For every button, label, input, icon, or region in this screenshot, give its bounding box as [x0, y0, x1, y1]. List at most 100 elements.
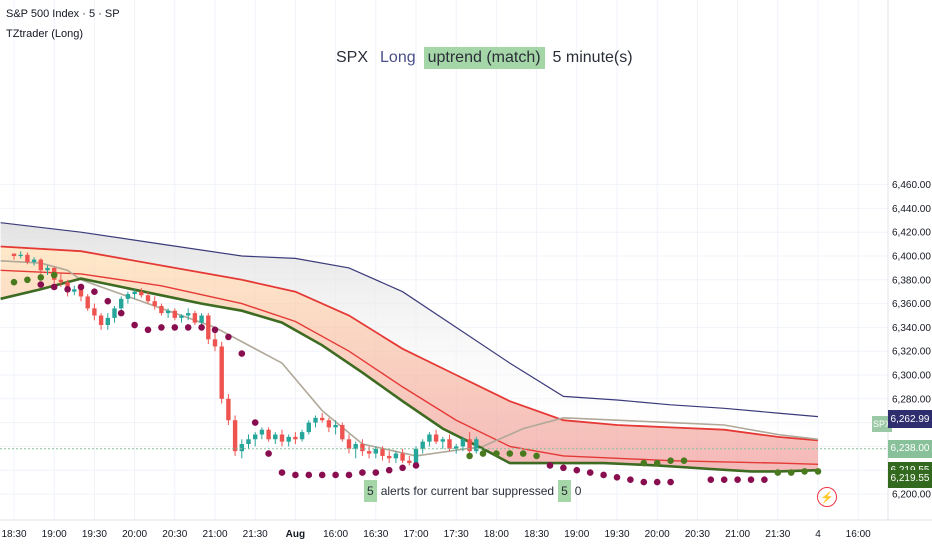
candle-body: [246, 439, 251, 445]
dot-down: [573, 466, 581, 474]
candle: [400, 448, 405, 464]
price-label: 6,238.00: [888, 439, 932, 458]
x-tick-label: 21:00: [202, 529, 227, 540]
candle-body: [380, 448, 385, 456]
candle: [259, 427, 265, 440]
candle-body: [360, 444, 365, 452]
candle-body: [353, 444, 358, 449]
candle-body: [293, 436, 298, 440]
candle-body: [460, 439, 466, 447]
candle-body: [333, 424, 338, 428]
dot-down: [560, 464, 567, 472]
y-tick-label: 6,460.00: [892, 180, 931, 191]
time-axis[interactable]: 18:30 19:00 19:30 20:00 20:30 21:00 21:30 Aug 16…: [1, 529, 871, 540]
candle-body: [273, 434, 278, 440]
dot-up: [10, 278, 18, 286]
candle-body: [11, 253, 17, 256]
candle: [18, 251, 23, 259]
candle: [246, 434, 251, 449]
x-tick-label: 19:00: [564, 529, 589, 540]
dot-up: [493, 450, 500, 457]
candle: [299, 429, 305, 442]
candle-body: [253, 434, 258, 440]
dot-down: [345, 471, 353, 479]
candle-body: [467, 439, 472, 452]
candle-body: [212, 339, 218, 347]
upper-zone-fill: [0, 222, 819, 441]
red-band-lower-line: [0, 269, 819, 465]
candle: [11, 253, 17, 260]
banner-trend: uptrend (match): [423, 47, 545, 69]
candle: [387, 451, 392, 464]
dot-down: [91, 288, 98, 296]
candle: [306, 420, 311, 435]
candle-body: [306, 422, 311, 433]
alert-zero: 0: [574, 484, 582, 498]
dot-down: [238, 350, 246, 357]
candle-body: [427, 434, 432, 442]
dot-down: [734, 476, 741, 484]
candle-body: [239, 444, 244, 452]
candle: [266, 427, 271, 442]
dot-up: [667, 457, 674, 464]
dot-down: [265, 450, 272, 457]
dot-down: [600, 471, 607, 479]
candle: [132, 289, 137, 299]
candle: [212, 332, 218, 352]
x-tick-label: 18:30: [524, 529, 549, 540]
candle: [72, 285, 77, 296]
candle-body: [440, 439, 445, 442]
candle: [440, 436, 445, 449]
candle-body: [420, 441, 425, 449]
lightning-icon[interactable]: ⚡: [817, 487, 837, 507]
candle-body: [192, 313, 198, 323]
x-tick-label: 16:00: [846, 529, 871, 540]
candle-body: [320, 417, 325, 421]
indicator-title[interactable]: TZtrader (Long): [6, 28, 84, 40]
candle: [232, 415, 238, 456]
candle: [58, 273, 64, 287]
dot-up: [653, 459, 661, 467]
candle-body: [407, 460, 412, 464]
dot-down: [332, 471, 339, 479]
dot-down: [385, 466, 393, 474]
dot-up: [466, 452, 473, 460]
x-tick-label: 4: [815, 529, 821, 540]
alert-text: alerts for current bar suppressed: [380, 484, 555, 498]
candle: [105, 313, 110, 330]
x-tick-label: 20:30: [162, 529, 187, 540]
candle: [145, 291, 151, 304]
alert-count: 5: [364, 480, 377, 502]
candle: [253, 432, 258, 447]
symbol-title[interactable]: S&P 500 Index · 5 · SP: [6, 8, 120, 20]
candle-body: [206, 315, 211, 340]
trend-banner: SPX Long uptrend (match) 5 minute(s): [332, 44, 641, 72]
dot-up: [50, 271, 58, 279]
dot-up: [774, 469, 782, 476]
x-tick-label: 20:00: [122, 529, 147, 540]
candle: [152, 296, 157, 310]
candlesticks: [11, 251, 479, 466]
candle: [85, 294, 90, 311]
dot-down: [707, 476, 715, 484]
dot-up: [506, 450, 514, 457]
candle-body: [45, 267, 50, 271]
dot-up: [787, 469, 795, 476]
candle: [474, 436, 479, 454]
candle: [112, 305, 117, 323]
candle: [393, 451, 399, 464]
candle-body: [139, 291, 144, 296]
candle-body: [326, 420, 332, 428]
candle: [286, 434, 291, 447]
candle: [125, 291, 131, 304]
candle-body: [413, 448, 419, 464]
price-label: 6,262.99: [888, 410, 932, 429]
candle-body: [366, 451, 372, 454]
dot-down: [761, 476, 768, 484]
dot-down: [613, 474, 621, 481]
x-tick-label: 19:30: [82, 529, 107, 540]
x-tick-label: 17:00: [403, 529, 428, 540]
y-tick-label: 6,360.00: [892, 299, 931, 310]
candle: [219, 341, 224, 404]
